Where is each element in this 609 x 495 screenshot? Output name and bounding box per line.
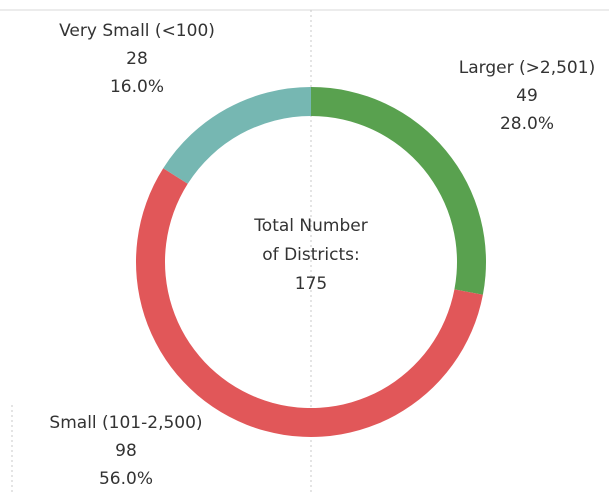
donut-slice [135,168,483,438]
donut-slice [163,87,311,184]
slice-label: Larger (>2,501) [459,58,595,78]
slice-percent: 56.0% [99,469,153,489]
slice-percent: 16.0% [110,77,164,97]
slice-count: 49 [516,86,538,106]
slice-label: Very Small (<100) [59,21,215,41]
slice-count: 98 [115,441,137,461]
slice-count: 28 [126,49,148,69]
slice-label: Small (101-2,500) [49,413,202,433]
center-title: Total Number [253,216,367,236]
center-value: 175 [295,274,327,294]
donut-slice [311,87,487,295]
center-title: of Districts: [262,245,359,265]
slice-percent: 28.0% [500,114,554,134]
